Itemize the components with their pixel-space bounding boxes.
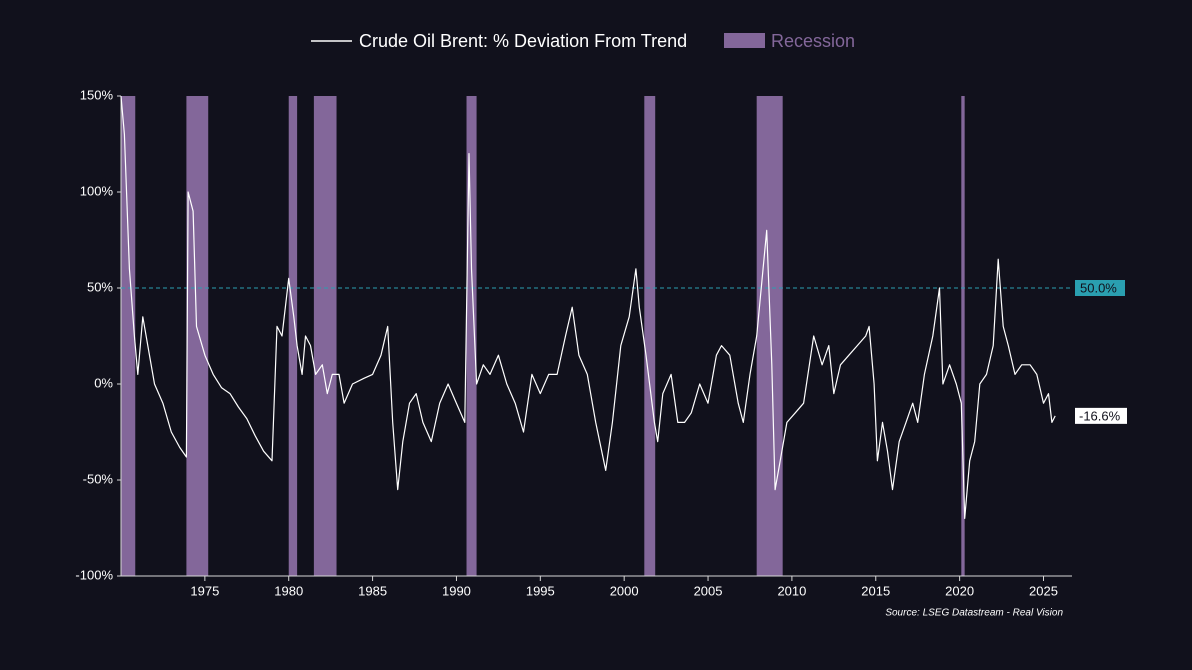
x-tick-label: 2010	[777, 583, 806, 598]
y-tick-label: -100%	[75, 567, 113, 582]
x-tick-label: 2000	[610, 583, 639, 598]
x-tick-label: 2020	[945, 583, 974, 598]
y-tick-label: 50%	[87, 279, 113, 294]
recession-band	[466, 96, 477, 576]
reference-label-box	[1075, 280, 1125, 296]
y-tick-label: 150%	[80, 87, 114, 102]
x-tick-label: 1980	[274, 583, 303, 598]
source-note: Source: LSEG Datastream - Real Vision	[885, 608, 1063, 619]
x-tick-label: 2025	[1029, 583, 1058, 598]
recession-band	[756, 96, 783, 576]
data-line	[120, 95, 1056, 519]
recession-band	[288, 96, 298, 576]
y-tick-label: 0%	[94, 375, 113, 390]
legend-label: Recession	[771, 31, 855, 51]
legend-band-swatch	[724, 33, 765, 48]
reference-label: 50.0%	[1080, 280, 1117, 295]
recession-band	[644, 96, 656, 576]
recession-band	[121, 96, 136, 576]
recession-band	[961, 96, 965, 576]
end-label-box	[1075, 407, 1127, 424]
x-tick-label: 2015	[861, 583, 890, 598]
x-tick-label: 1995	[526, 583, 555, 598]
x-tick-label: 1975	[190, 583, 219, 598]
end-label: -16.6%	[1079, 408, 1121, 423]
y-tick-label: 100%	[80, 183, 114, 198]
x-tick-label: 2005	[694, 583, 723, 598]
recession-band	[313, 96, 337, 576]
x-tick-label: 1985	[358, 583, 387, 598]
y-tick-label: -50%	[83, 471, 114, 486]
x-tick-label: 1990	[442, 583, 471, 598]
recession-band	[186, 96, 209, 576]
legend-label: Crude Oil Brent: % Deviation From Trend	[359, 31, 687, 51]
